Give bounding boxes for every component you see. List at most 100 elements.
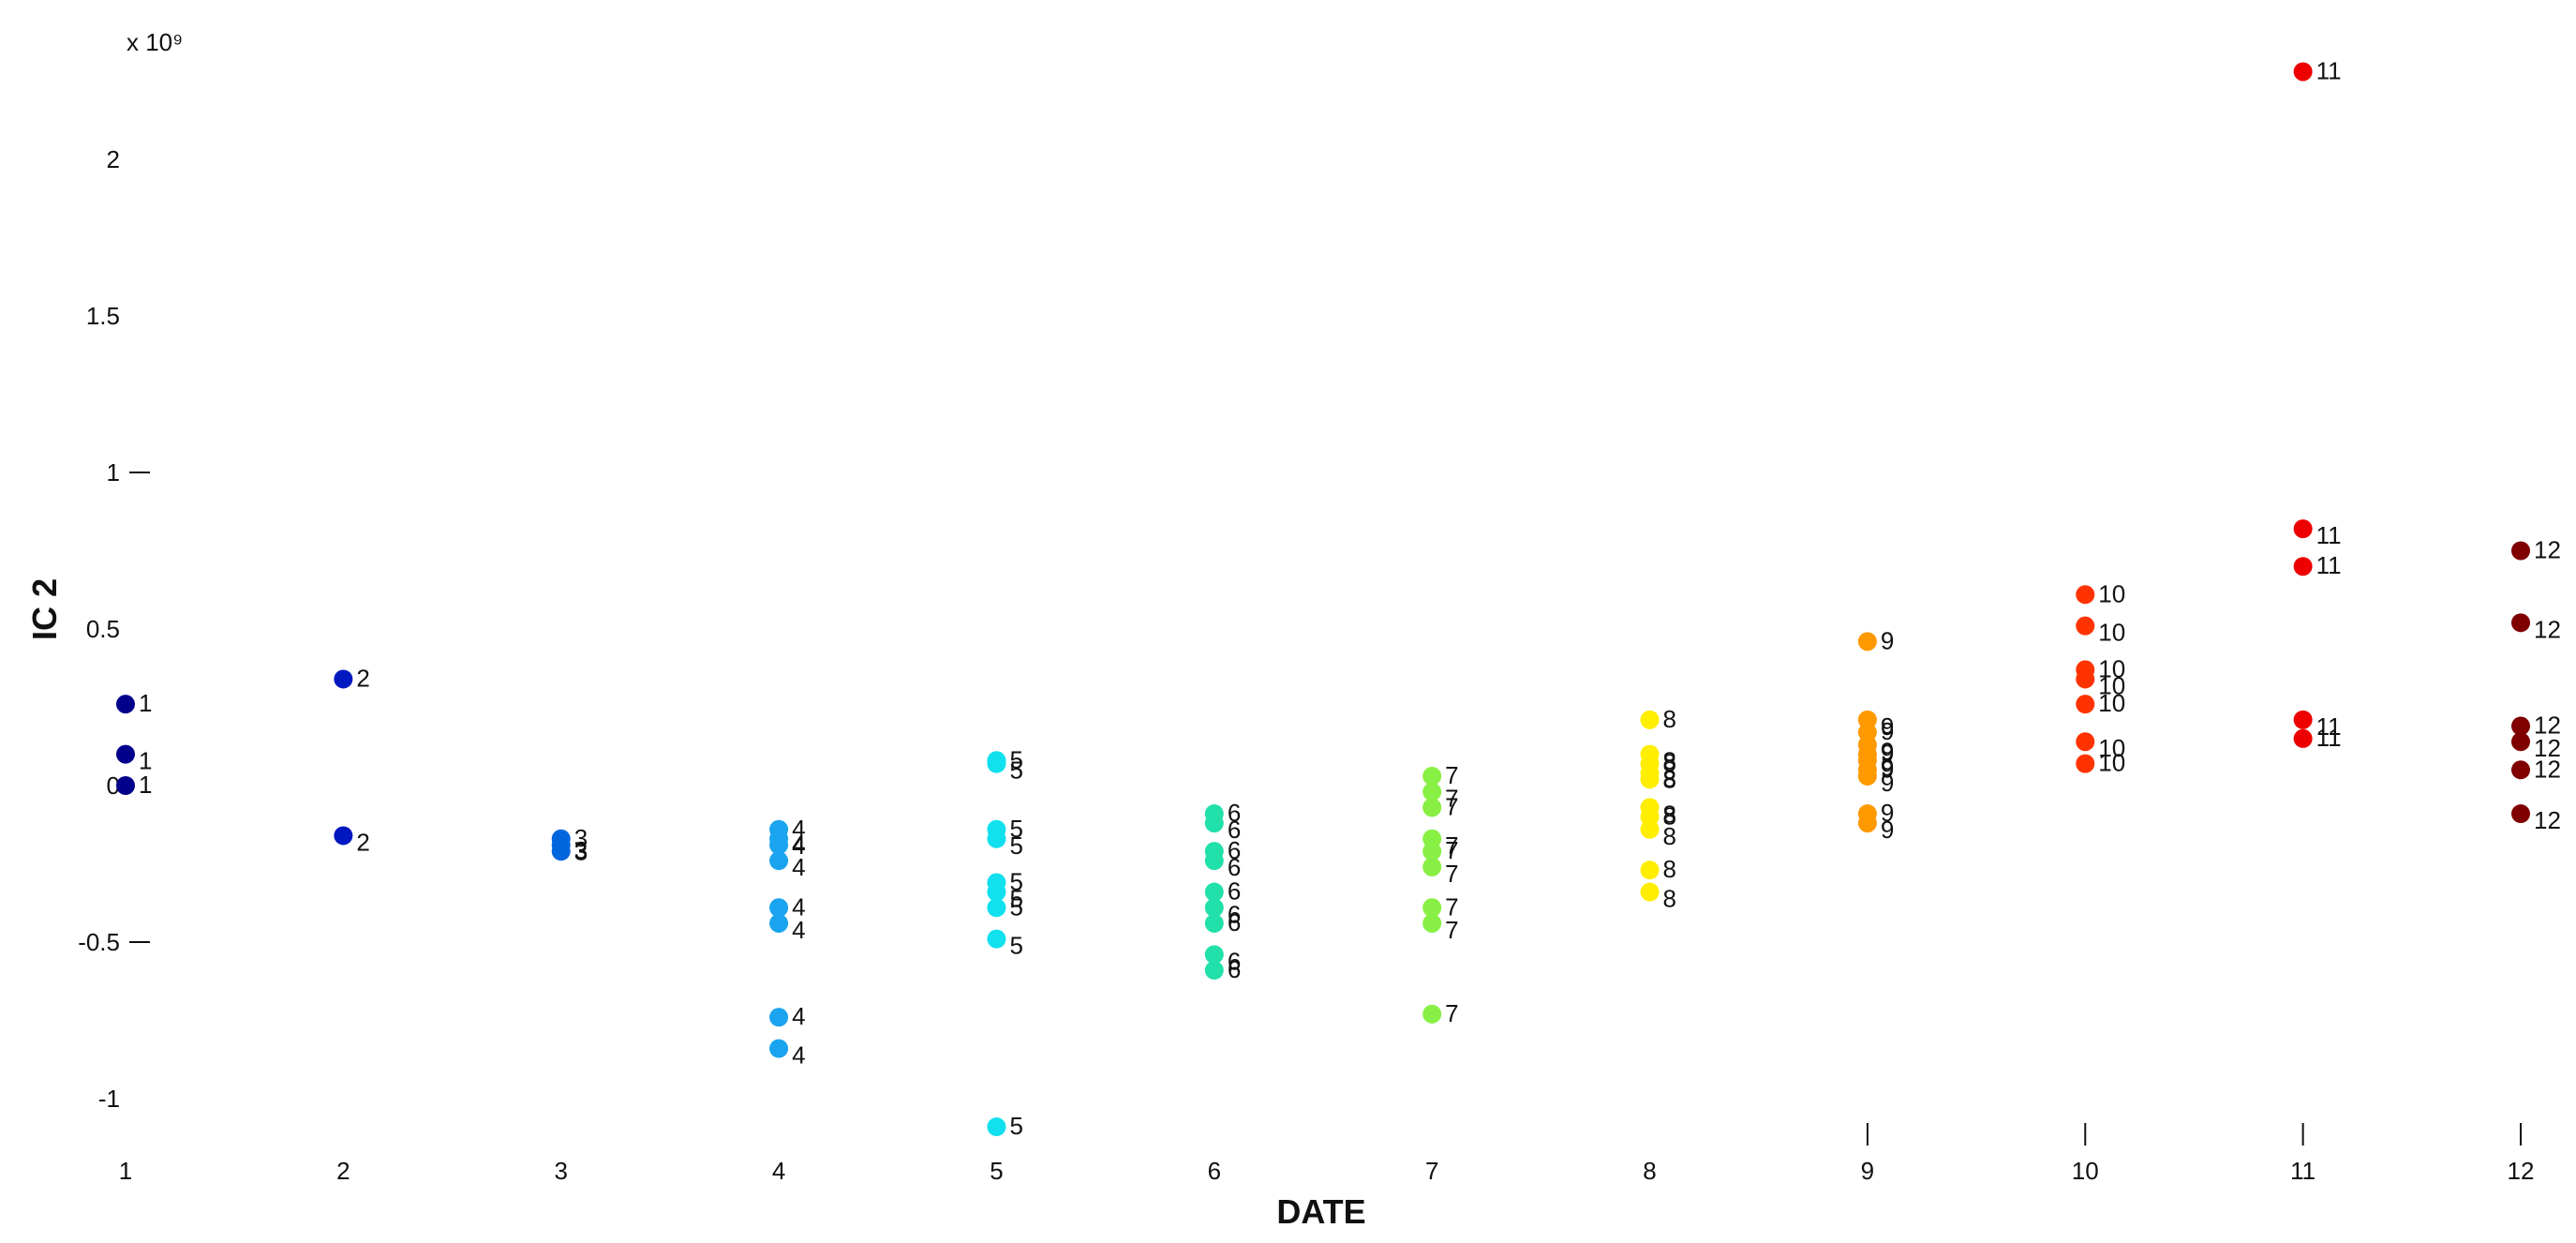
data-point (1422, 913, 1442, 933)
point-label: 11 (2316, 551, 2342, 579)
data-point (2511, 804, 2530, 824)
point-label: 1 (139, 771, 152, 799)
point-label: 3 (574, 824, 588, 852)
data-point (1422, 842, 1442, 861)
point-label: 10 (2098, 734, 2125, 762)
point-label: 7 (1445, 860, 1458, 888)
data-point (769, 1039, 789, 1058)
data-point (1204, 898, 1224, 918)
point-label: 7 (1445, 761, 1458, 789)
point-label: 7 (1445, 785, 1458, 813)
data-point (1640, 819, 1660, 839)
data-point (1422, 857, 1442, 876)
data-point (1640, 861, 1660, 880)
point-label: 7 (1445, 792, 1458, 820)
data-point (1857, 632, 1877, 651)
data-point (987, 898, 1006, 918)
y-tick-label: 1.5 (86, 302, 120, 330)
y-axis-multiplier-label: x 10⁹ (127, 28, 183, 56)
data-point (2511, 716, 2530, 736)
point-label: 1 (139, 689, 152, 717)
data-point (1422, 1004, 1442, 1024)
x-tick-label: 6 (1208, 1157, 1221, 1185)
point-label: 10 (2098, 579, 2125, 607)
point-label: 8 (1663, 822, 1676, 850)
x-tick-label: 9 (1861, 1157, 1874, 1185)
data-point (769, 913, 789, 933)
point-label: 8 (1663, 766, 1676, 794)
point-label: 6 (1228, 877, 1241, 906)
y-axis-ticks: -1 -0.5 0 0.5 1 1.5 2 (78, 145, 150, 1113)
x-tick-label: 8 (1643, 1157, 1656, 1185)
x-tick-label: 11 (2290, 1157, 2315, 1185)
data-point (2511, 613, 2530, 633)
data-point (2076, 695, 2095, 714)
data-point (1204, 913, 1224, 933)
point-label: 12 (2534, 806, 2561, 834)
point-label: 6 (1228, 816, 1241, 844)
data-point (116, 744, 135, 764)
point-label: 7 (1445, 831, 1458, 860)
point-label: 7 (1445, 916, 1458, 944)
point-label: 5 (1009, 892, 1022, 921)
point-label: 2 (356, 664, 369, 692)
point-label: 6 (1228, 799, 1241, 827)
x-tick-label: 1 (119, 1157, 132, 1185)
point-label: 5 (1009, 815, 1022, 843)
data-point (1204, 961, 1224, 981)
x-tick-label: 10 (2072, 1157, 2099, 1185)
data-point (1857, 814, 1877, 833)
data-point (2293, 519, 2313, 539)
data-point (116, 776, 135, 795)
x-axis-title: DATE (1276, 1192, 1365, 1231)
point-label: 4 (792, 892, 805, 921)
point-label: 12 (2534, 711, 2561, 740)
point-label: 9 (1881, 740, 1894, 768)
point-label: 3 (574, 836, 588, 864)
y-tick-label: 1 (107, 458, 120, 487)
point-label: 6 (1228, 955, 1241, 983)
y-tick-label: 2 (107, 145, 120, 173)
data-point (987, 1117, 1006, 1137)
data-point (769, 835, 789, 855)
data-point (1857, 766, 1877, 786)
point-label: 5 (1009, 745, 1022, 773)
point-label: 4 (792, 830, 805, 858)
point-label: 5 (1009, 831, 1022, 860)
data-point (2511, 732, 2530, 752)
x-tick-label: 12 (2508, 1157, 2535, 1185)
point-label: 9 (1881, 712, 1894, 741)
point-label: 6 (1228, 853, 1241, 881)
data-point (116, 695, 135, 714)
y-tick-label: 0 (107, 771, 120, 800)
data-point (769, 898, 789, 918)
data-point (551, 842, 571, 861)
point-label: 10 (2098, 671, 2125, 699)
point-label: 8 (1663, 749, 1676, 777)
point-label: 10 (2098, 619, 2125, 647)
point-label: 6 (1228, 908, 1241, 936)
x-tick-label: 3 (554, 1157, 567, 1185)
point-label: 7 (1445, 999, 1458, 1027)
data-point (2293, 710, 2313, 729)
data-point (769, 1008, 789, 1027)
point-label: 6 (1228, 900, 1241, 928)
data-point (987, 754, 1006, 773)
point-label: 5 (1009, 756, 1022, 785)
data-point (987, 929, 1006, 949)
data-point (334, 669, 353, 689)
data-point (2076, 616, 2095, 636)
point-label: 9 (1881, 626, 1894, 654)
data-point (987, 882, 1006, 902)
point-label: 5 (1009, 932, 1022, 960)
point-label: 4 (792, 916, 805, 944)
data-point (1204, 945, 1224, 965)
data-point (2076, 754, 2095, 773)
point-label: 6 (1228, 836, 1241, 864)
point-label: 11 (2316, 56, 2342, 84)
point-label: 9 (1881, 717, 1894, 745)
point-label: 7 (1445, 892, 1458, 921)
point-label: 8 (1663, 801, 1676, 830)
